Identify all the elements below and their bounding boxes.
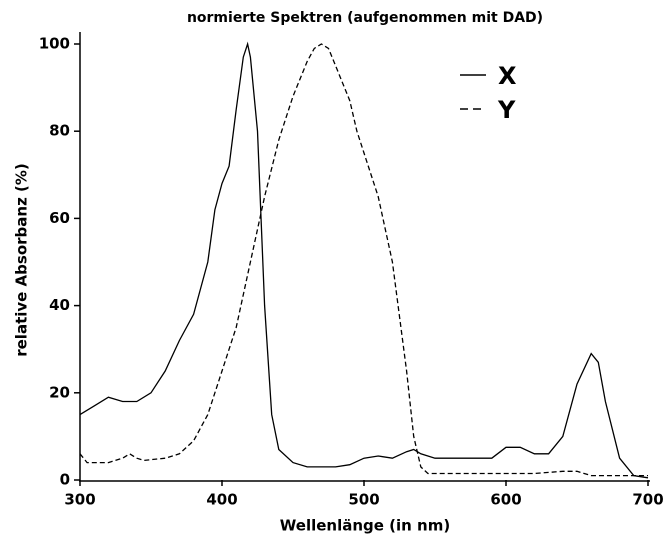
line — [79, 41, 649, 479]
legend-label: X — [498, 62, 517, 90]
x-axis-label: Wellenlänge (in nm) — [280, 517, 450, 535]
x-tick-label: 700 — [632, 491, 663, 509]
x-tick-label: 600 — [490, 491, 521, 509]
y-tick-label: 0 — [60, 471, 70, 489]
y-tick-label: 40 — [49, 296, 70, 314]
y-tick-label: 20 — [49, 383, 70, 401]
x-tick-label: 500 — [348, 491, 379, 509]
chart-title: normierte Spektren (aufgenommen mit DAD) — [187, 10, 543, 26]
y-tick-label: 60 — [49, 209, 70, 227]
y-tick-label: 100 — [39, 35, 70, 53]
y-axis-label: relative Absorbanz (%) — [13, 163, 31, 357]
legend-label: Y — [497, 96, 516, 124]
line — [79, 43, 648, 477]
x-tick-label: 400 — [206, 491, 237, 509]
y-tick-label: 80 — [49, 122, 70, 140]
x-tick-label: 300 — [64, 491, 95, 509]
